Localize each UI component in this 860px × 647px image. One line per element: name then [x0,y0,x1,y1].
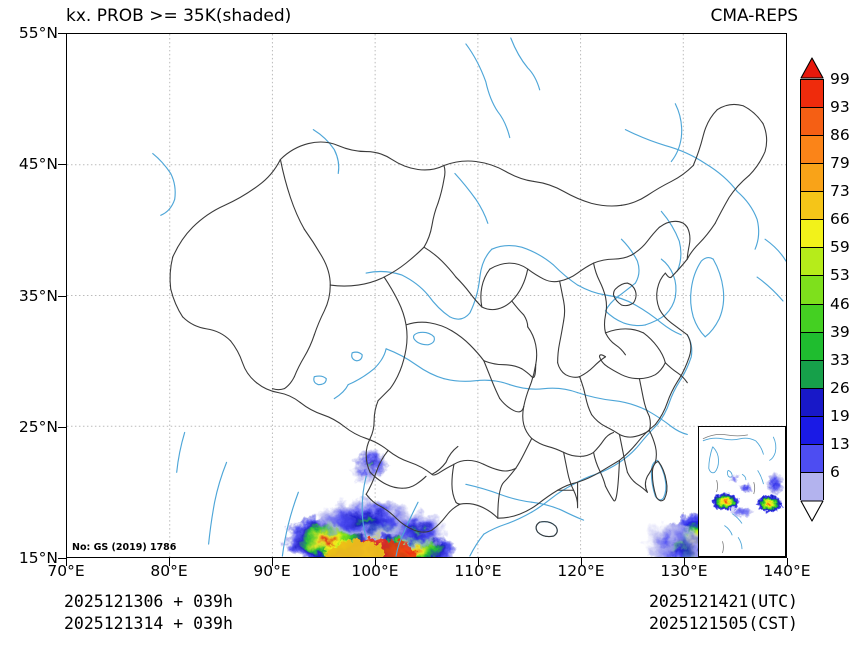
colorbar-segment [801,304,823,333]
y-tick-mark [58,164,67,166]
administrative-boundaries [169,103,768,538]
y-tick-mark [58,295,67,297]
x-tick-label-140: 140°E [763,562,811,580]
colorbar-segment [801,472,823,501]
colorbar-segment [801,360,823,389]
x-tick-mark [272,558,273,566]
colorbar-tick-46: 46 [830,294,850,313]
colorbar-under-arrow [800,500,824,522]
colorbar-segment [801,108,823,137]
colorbar-tick-39: 39 [830,322,850,341]
inset-canvas [702,433,785,554]
map-approval-number: No: GS (2019) 1786 [71,542,178,553]
y-tick-label-25: 25°N [18,417,58,436]
x-tick-mark [478,558,479,566]
colorbar-segments [800,79,824,501]
colorbar-segment [801,164,823,193]
colorbar-segment [801,248,823,277]
x-tick-label-110: 110°E [454,562,502,580]
colorbar-tick-86: 86 [830,126,850,145]
x-tick-mark [169,558,170,566]
colorbar-segment [801,136,823,165]
x-tick-mark [581,558,582,566]
colorbar-over-arrow [800,57,824,79]
x-tick-label-130: 130°E [660,562,708,580]
y-tick-label-35: 35°N [18,286,58,305]
colorbar [800,57,824,522]
colorbar-tick-59: 59 [830,238,850,257]
footer-init-time-cst: 2025121314 + 039h [64,614,233,633]
footer-init-time-utc: 2025121306 + 039h [64,592,233,611]
south-china-sea-inset[interactable] [698,426,786,557]
y-tick-label-45: 45°N [18,155,58,174]
grid-lines [67,34,786,557]
colorbar-tick-19: 19 [830,406,850,425]
colorbar-segment [801,276,823,305]
colorbar-segment [801,220,823,249]
x-tick-mark [66,558,67,566]
colorbar-segment [801,388,823,417]
y-tick-mark [58,33,67,34]
x-tick-mark [787,558,788,566]
colorbar-tick-73: 73 [830,182,850,201]
colorbar-tick-66: 66 [830,210,850,229]
x-tick-label-120: 120°E [557,562,605,580]
x-tick-label-100: 100°E [351,562,399,580]
colorbar-tick-79: 79 [830,154,850,173]
y-tick-mark [58,426,67,428]
x-tick-mark [375,558,376,566]
x-tick-label-70: 70°E [47,562,85,580]
colorbar-segment [801,192,823,221]
colorbar-segment [801,332,823,361]
y-tick-mark [58,558,67,559]
colorbar-tick-53: 53 [830,266,850,285]
map-canvas [67,34,786,557]
y-tick-label-15: 15°N [18,549,58,567]
colorbar-tick-13: 13 [830,434,850,453]
colorbar-tick-99: 99 [830,70,850,88]
colorbar-tick-33: 33 [830,350,850,369]
footer-valid-time-cst: 2025121505(CST) [648,614,798,633]
coastline-and-rivers [152,37,786,557]
y-tick-label-55: 55°N [18,24,58,42]
inset-probability-shading [711,472,785,518]
colorbar-tick-26: 26 [830,378,850,397]
colorbar-tick-93: 93 [830,98,850,117]
x-tick-mark [684,558,685,566]
colorbar-segment [801,444,823,473]
chart-title: kx. PROB >= 35K(shaded) [66,6,292,26]
x-tick-label-90: 90°E [253,562,291,580]
colorbar-segment [801,80,823,109]
map-plot-area[interactable]: No: GS (2019) 1786 [66,33,787,558]
footer-valid-time-utc: 2025121421(UTC) [648,592,798,611]
x-tick-label-80: 80°E [150,562,188,580]
colorbar-tick-6: 6 [830,462,840,481]
model-label: CMA-REPS [710,6,798,26]
colorbar-segment [801,416,823,445]
